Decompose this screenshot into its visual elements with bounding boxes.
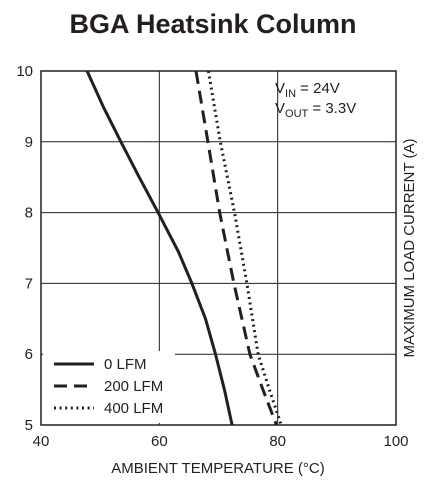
series-layer	[85, 70, 283, 426]
y-tick-label: 5	[25, 417, 33, 434]
vin-value: = 24V	[296, 80, 340, 97]
legend-label: 200 LFM	[104, 378, 163, 395]
vin-annotation: VIN = 24V	[275, 80, 340, 100]
tick-labels: 40 60 80 100 5 6 7 8 9 10	[16, 63, 408, 450]
x-tick-label: 60	[151, 433, 168, 450]
x-tick-label: 40	[33, 433, 50, 450]
y-tick-label: 10	[16, 63, 33, 80]
vout-sub: OUT	[285, 108, 309, 120]
vout-base: V	[275, 100, 285, 117]
vin-base: V	[275, 80, 285, 97]
y-tick-label: 6	[25, 346, 33, 363]
y-tick-label: 7	[25, 275, 33, 292]
legend: 0 LFM 200 LFM 400 LFM	[43, 351, 175, 423]
series-line-dash	[194, 70, 278, 426]
series-line-solid	[85, 70, 234, 426]
y-axis-label: MAXIMUM LOAD CURRENT (A)	[401, 139, 418, 358]
vout-annotation: VOUT = 3.3V	[275, 100, 356, 120]
y-tick-label: 8	[25, 205, 33, 222]
x-tick-label: 100	[383, 433, 408, 450]
x-axis-label: AMBIENT TEMPERATURE (°C)	[111, 460, 325, 477]
legend-label: 400 LFM	[104, 400, 163, 417]
vin-sub: IN	[285, 88, 296, 100]
plot-frame	[40, 70, 397, 426]
y-tick-label: 9	[25, 134, 33, 151]
chart-title: BGA Heatsink Column	[69, 9, 356, 39]
vout-value: = 3.3V	[308, 100, 356, 117]
x-tick-label: 80	[269, 433, 286, 450]
legend-label: 0 LFM	[104, 356, 147, 373]
condition-annotation: VIN = 24V VOUT = 3.3V	[275, 80, 356, 120]
